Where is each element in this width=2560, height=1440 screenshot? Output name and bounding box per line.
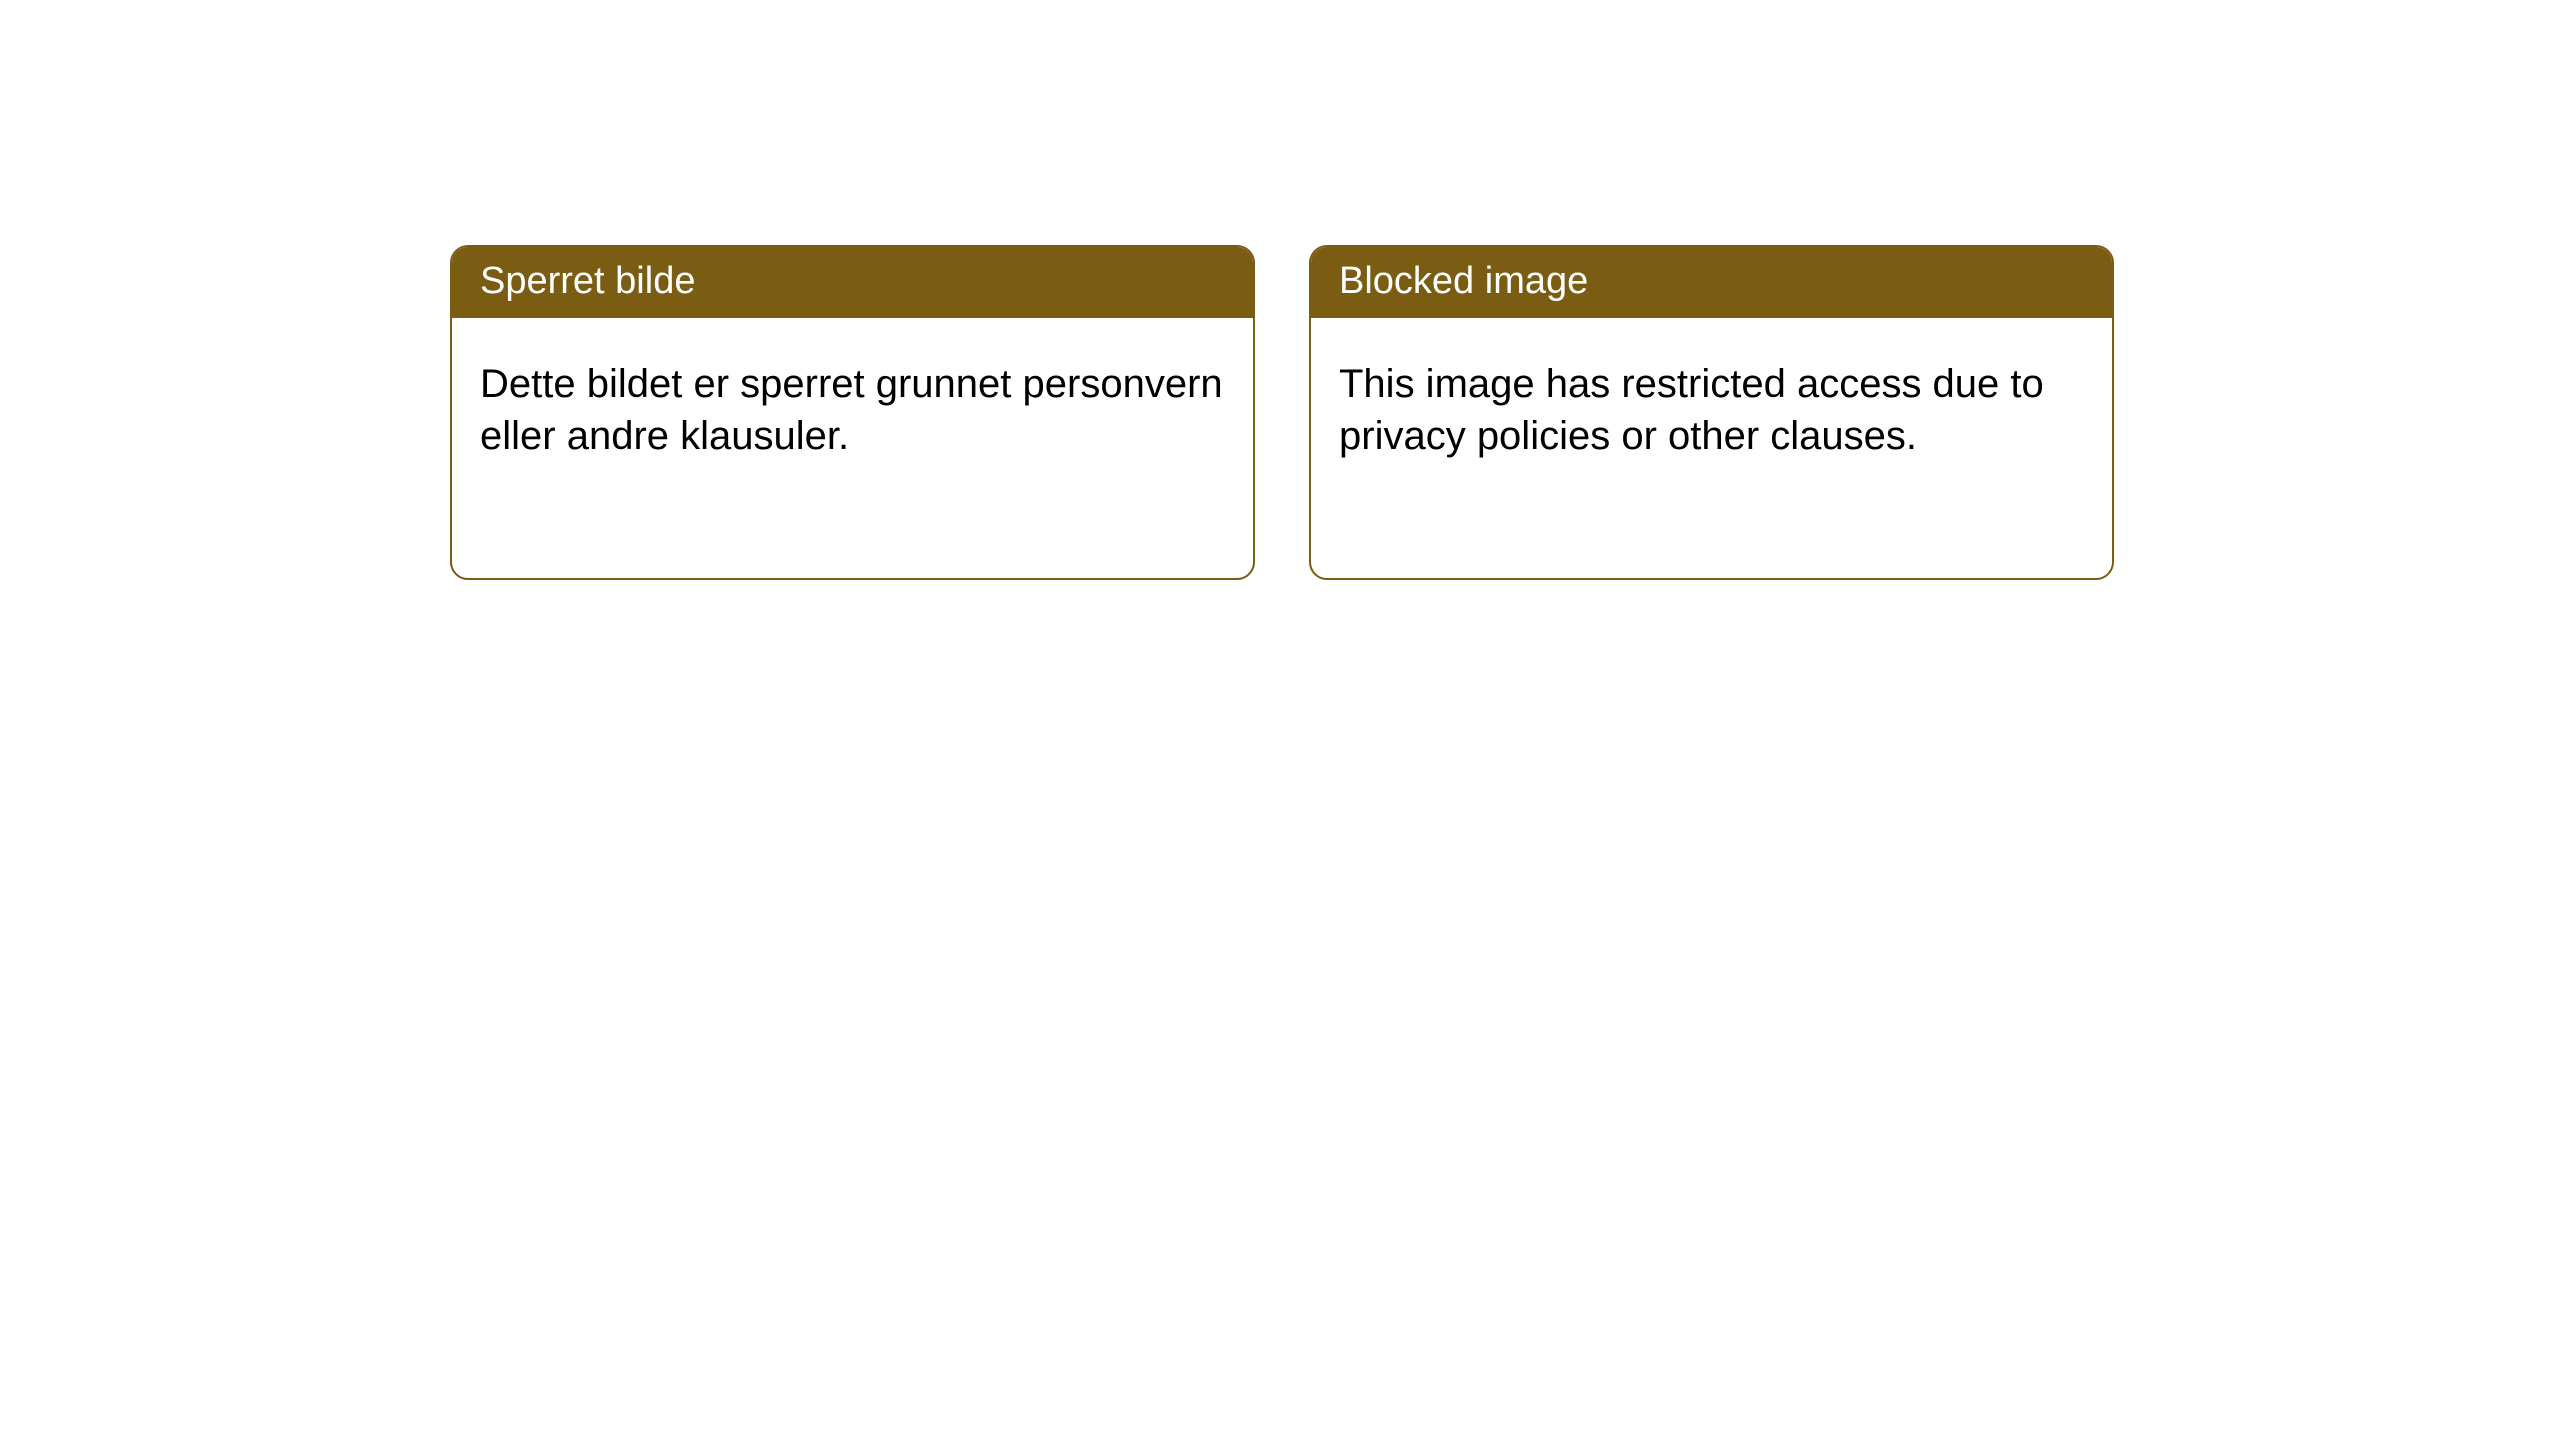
notice-header: Blocked image xyxy=(1311,247,2112,318)
notice-body-text: This image has restricted access due to … xyxy=(1339,362,2044,458)
notice-title: Sperret bilde xyxy=(480,260,695,302)
notice-title: Blocked image xyxy=(1339,260,1588,302)
notice-card-norwegian: Sperret bilde Dette bildet er sperret gr… xyxy=(450,245,1255,580)
notice-body: Dette bildet er sperret grunnet personve… xyxy=(452,318,1253,490)
notice-body-text: Dette bildet er sperret grunnet personve… xyxy=(480,362,1223,458)
notice-header: Sperret bilde xyxy=(452,247,1253,318)
notice-container: Sperret bilde Dette bildet er sperret gr… xyxy=(0,0,2560,580)
notice-body: This image has restricted access due to … xyxy=(1311,318,2112,490)
notice-card-english: Blocked image This image has restricted … xyxy=(1309,245,2114,580)
